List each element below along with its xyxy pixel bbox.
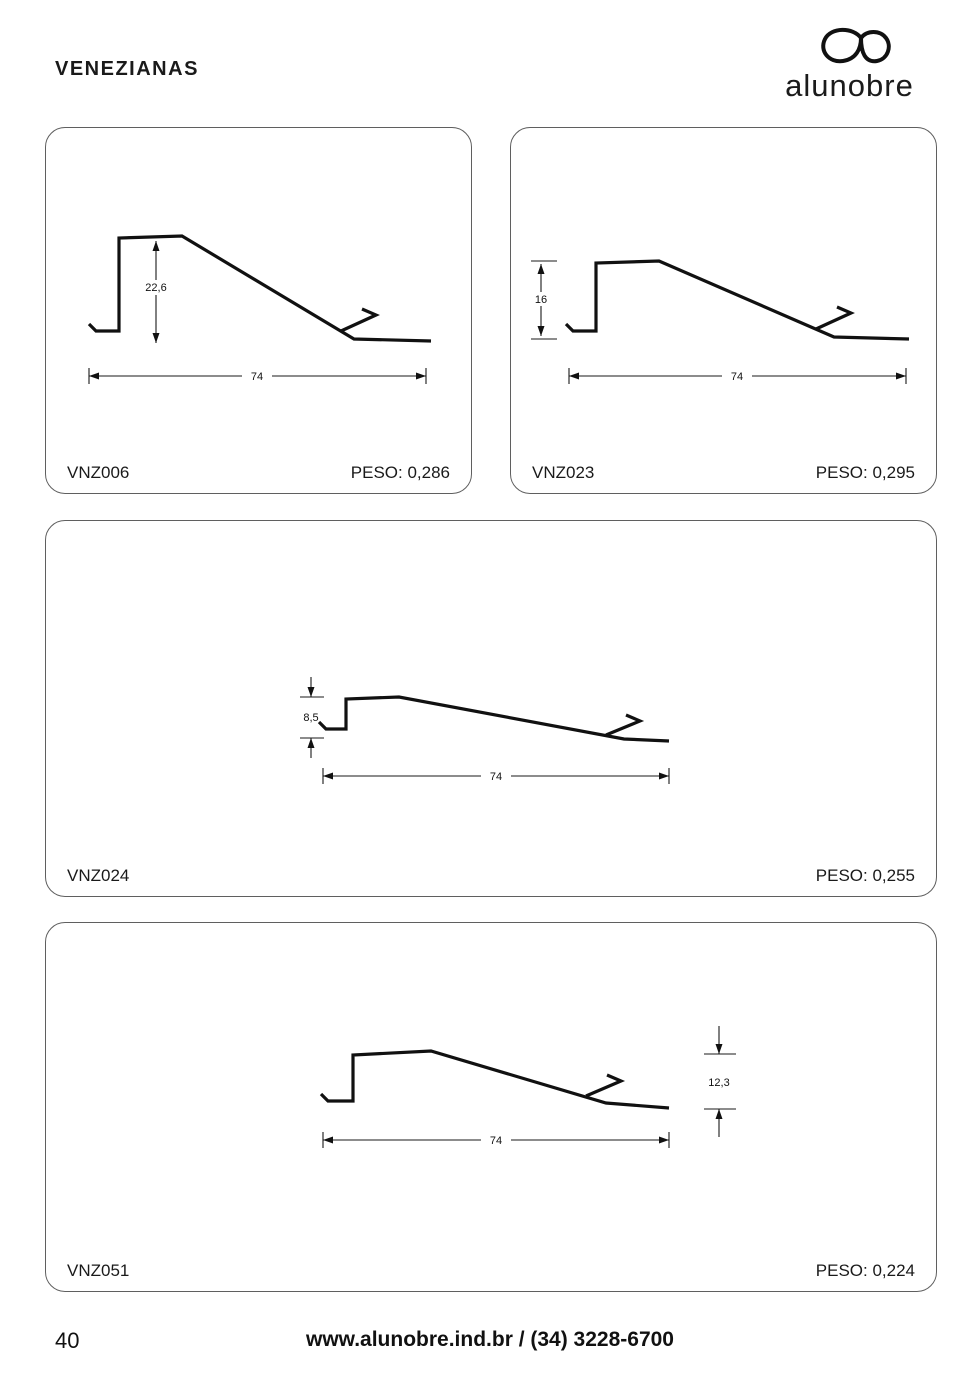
profile-drawing: 16 74 [527,259,910,384]
profile-drawing: 8,5 74 [300,677,670,784]
height-dimension-label: 12,3 [708,1077,729,1089]
profile-code: VNZ051 [67,1261,130,1280]
profile-card-vnz023: 16 74 VNZ023 PESO: 0,295 [510,127,937,494]
profile-hook [815,305,855,331]
profile-outline [317,695,670,743]
page-number: 40 [55,1328,80,1353]
profile-card-vnz051: 74 12,3 VNZ051 PESO: 0,224 [45,922,937,1292]
profile-drawing: 74 12,3 [319,1026,736,1148]
page-title: VENEZIANAS [55,58,199,80]
profile-card-vnz024: 8,5 74 VNZ024 PESO: 0,255 [45,520,937,897]
footer-contact: www.alunobre.ind.br / (34) 3228-6700 [305,1328,674,1351]
profile-code: VNZ024 [67,866,130,885]
profile-drawing: 22,6 74 [87,234,432,384]
width-dimension-label: 74 [731,371,743,383]
width-dimension-label: 74 [490,1135,502,1147]
profile-outline [87,234,432,343]
alunobre-logo-icon [820,27,891,64]
height-dimension-label: 8,5 [303,712,318,724]
profile-hook [340,307,380,333]
width-dimension-label: 74 [490,771,502,783]
profile-weight: PESO: 0,286 [350,463,450,482]
extension-ticks [531,260,557,340]
height-dimension-label: 22,6 [145,282,166,294]
brand-logo: alunobre [762,22,937,101]
height-dimension-label: 16 [535,294,547,306]
profile-code: VNZ023 [532,463,595,482]
profile-hook [605,713,645,737]
brand-name: alunobre [785,68,914,103]
profile-outline [319,1049,670,1110]
profile-outline [564,259,910,341]
width-dimension-label: 74 [251,371,263,383]
profile-card-vnz006: 22,6 74 VNZ006 PESO: 0,286 [45,127,472,494]
profile-code: VNZ006 [67,463,130,482]
profile-weight: PESO: 0,255 [815,866,915,885]
profile-weight: PESO: 0,295 [815,463,915,482]
profile-hook [585,1073,626,1098]
profile-weight: PESO: 0,224 [815,1261,915,1280]
